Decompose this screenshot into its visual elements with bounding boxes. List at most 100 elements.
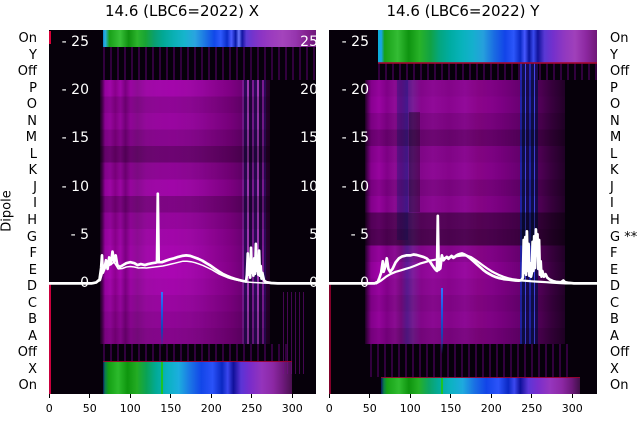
x-tick-mark xyxy=(129,394,131,398)
row-label-left: O xyxy=(26,97,37,113)
heatmap-blue-spike-line xyxy=(440,288,443,354)
row-label-left: K xyxy=(28,163,37,179)
heatmap-texture xyxy=(102,344,293,361)
x-tick-mark xyxy=(490,394,492,398)
heatmap-blue-spike-line xyxy=(160,292,163,347)
overlay-curve-x-trace-main xyxy=(49,192,316,285)
row-label-left: Off xyxy=(17,64,37,80)
inner-tick-label-right: 15 xyxy=(300,130,316,147)
panel-x-title: 14.6 (LBC6=2022) X xyxy=(104,2,260,20)
inner-tick-label-left: - 20 xyxy=(61,82,89,99)
row-label-right: J xyxy=(610,179,614,195)
x-tick-mark xyxy=(531,394,533,398)
row-label-right: X xyxy=(610,361,619,377)
x-tick-label: 0 xyxy=(325,402,333,415)
overlay-curves xyxy=(329,214,597,285)
x-tick-label: 200 xyxy=(480,402,502,415)
heatmap-band-red-line xyxy=(102,360,293,362)
overlay-curve-y-trace-a xyxy=(329,214,597,285)
row-label-right: A xyxy=(610,328,619,344)
inner-tick-label-left: 0 xyxy=(360,274,369,291)
x-tick-mark xyxy=(291,394,293,398)
row-label-right: Off xyxy=(610,345,630,361)
row-shading xyxy=(364,79,565,345)
heatmap-texture xyxy=(377,63,597,80)
heatmap-blue-column xyxy=(396,79,408,240)
inner-tick-label-right: 25 xyxy=(300,33,316,50)
row-label-right: E xyxy=(610,262,619,278)
heatmap-band-bottom-strip xyxy=(381,377,581,394)
heatmap-texture xyxy=(102,46,316,80)
inner-tick-label-left: - 25 xyxy=(61,33,89,50)
row-label-left: M xyxy=(25,130,37,146)
heatmap-top-band-red-line xyxy=(377,62,597,64)
heatmap-red-edge-line xyxy=(329,283,331,394)
overlay-curves xyxy=(49,192,316,285)
heatmap-band-body xyxy=(100,79,271,345)
row-label-left: C xyxy=(27,295,37,311)
inner-tick-label-left: - 15 xyxy=(341,130,369,147)
heatmap-dark-column xyxy=(409,112,420,212)
x-tick-label: 50 xyxy=(82,402,97,415)
overlay-curve-y-trace-b xyxy=(329,254,597,285)
row-label-left: E xyxy=(28,262,37,278)
x-tick-mark xyxy=(89,394,91,398)
row-label-right: Off xyxy=(610,64,630,80)
x-tick-mark xyxy=(210,394,212,398)
row-label-right: O xyxy=(610,97,621,113)
row-label-right: K xyxy=(610,163,619,179)
row-label-left: A xyxy=(28,328,37,344)
heatmap-red-top-dash xyxy=(49,31,51,44)
x-tick-mark xyxy=(251,394,253,398)
row-label-right: H xyxy=(610,212,620,228)
x-tick-label: 100 xyxy=(119,402,141,415)
panel-y-title: 14.6 (LBC6=2022) Y xyxy=(386,2,540,20)
heatmap-substripe-faint xyxy=(282,292,304,374)
row-label-left: F xyxy=(29,246,37,262)
row-label-left: Y xyxy=(29,47,37,63)
row-label-right: B xyxy=(610,312,619,328)
x-tick-label: 300 xyxy=(281,402,303,415)
x-tick-label: 300 xyxy=(561,402,583,415)
overlay-curve-x-trace-low xyxy=(49,260,316,285)
row-label-left: L xyxy=(29,146,37,162)
x-tick-label: 200 xyxy=(200,402,222,415)
row-label-right: G ** xyxy=(610,229,638,245)
x-tick-label: 250 xyxy=(241,402,263,415)
row-label-left: On xyxy=(18,378,37,394)
inner-tick-label-right: 20 xyxy=(300,82,316,99)
heatmap-band-bottom-strip xyxy=(102,360,293,394)
heatmap-band-top-strip xyxy=(377,30,597,64)
row-label-right: On xyxy=(610,31,629,46)
x-tick-mark xyxy=(409,394,411,398)
inner-tick-label-left: - 25 xyxy=(341,33,369,50)
x-tick-mark xyxy=(450,394,452,398)
row-label-right: Y xyxy=(610,47,618,63)
inner-tick-label-left: - 10 xyxy=(61,178,89,195)
row-label-left: N xyxy=(27,113,37,129)
row-label-left: On xyxy=(18,31,37,46)
row-label-right: P xyxy=(610,80,618,96)
inner-tick-label-right: 0 xyxy=(309,274,316,291)
inner-tick-label-left: 0 xyxy=(80,274,89,291)
row-label-right: L xyxy=(610,146,618,162)
inner-tick-label-left: - 10 xyxy=(341,178,369,195)
x-tick-label: 150 xyxy=(440,402,462,415)
inner-tick-label-right: 5 xyxy=(309,226,316,243)
inner-tick-label-right: 10 xyxy=(300,178,316,195)
heatmap-green-line xyxy=(440,377,443,394)
x-tick-mark xyxy=(369,394,371,398)
inner-tick-label-left: - 5 xyxy=(70,226,89,243)
row-label-left: G xyxy=(26,229,37,245)
row-label-right: I xyxy=(610,196,614,212)
heatmap-band-top-strip xyxy=(102,30,316,47)
x-tick-mark xyxy=(170,394,172,398)
inner-tick-label-left: - 5 xyxy=(350,226,369,243)
x-tick-label: 0 xyxy=(45,402,53,415)
heatmap-panel-y: - 25 - 20 - 15 - 10 - 5 0 xyxy=(329,30,597,394)
inner-tick-label-left: - 20 xyxy=(341,82,369,99)
x-tick-label: 150 xyxy=(160,402,182,415)
heatmap-panel-x: - 25 25 - 20 20 - 15 15 - 10 10 - 5 5 0 0 xyxy=(49,30,316,394)
row-label-right: M xyxy=(610,130,622,146)
